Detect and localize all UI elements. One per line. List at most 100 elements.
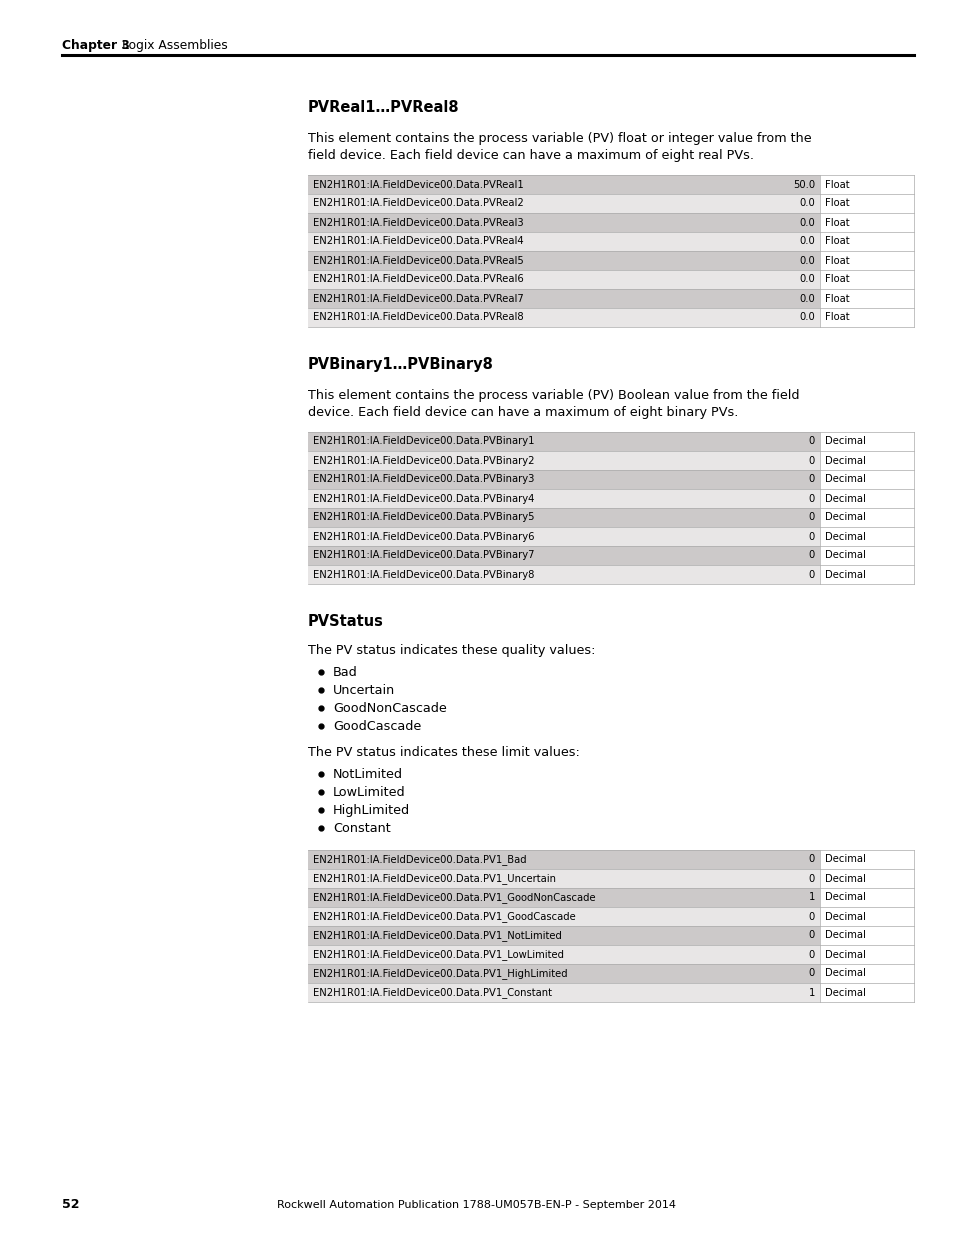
Text: EN2H1R01:IA.FieldDevice00.Data.PV1_LowLimited: EN2H1R01:IA.FieldDevice00.Data.PV1_LowLi…: [313, 948, 563, 960]
Text: device. Each field device can have a maximum of eight binary PVs.: device. Each field device can have a max…: [308, 406, 738, 419]
Bar: [820, 432, 913, 451]
Text: EN2H1R01:IA.FieldDevice00.Data.PVReal2: EN2H1R01:IA.FieldDevice00.Data.PVReal2: [313, 199, 523, 209]
Text: The PV status indicates these quality values:: The PV status indicates these quality va…: [308, 643, 595, 657]
Text: Decimal: Decimal: [824, 551, 865, 561]
Bar: [820, 926, 913, 945]
Bar: [308, 471, 820, 489]
Bar: [820, 564, 913, 584]
Bar: [820, 194, 913, 212]
Text: 0: 0: [808, 569, 814, 579]
Text: Float: Float: [824, 294, 849, 304]
Text: 52: 52: [62, 1198, 79, 1212]
Text: NotLimited: NotLimited: [333, 768, 402, 781]
Text: PVReal1…PVReal8: PVReal1…PVReal8: [308, 100, 459, 115]
Text: 50.0: 50.0: [792, 179, 814, 189]
Text: The PV status indicates these limit values:: The PV status indicates these limit valu…: [308, 746, 579, 760]
Bar: [820, 308, 913, 327]
Text: EN2H1R01:IA.FieldDevice00.Data.PV1_GoodCascade: EN2H1R01:IA.FieldDevice00.Data.PV1_GoodC…: [313, 911, 576, 923]
Text: Decimal: Decimal: [824, 474, 865, 484]
Bar: [820, 850, 913, 869]
Text: 0: 0: [808, 494, 814, 504]
Text: 0: 0: [808, 930, 814, 941]
Text: Float: Float: [824, 274, 849, 284]
Text: Uncertain: Uncertain: [333, 684, 395, 697]
Text: Decimal: Decimal: [824, 873, 865, 883]
Text: EN2H1R01:IA.FieldDevice00.Data.PVBinary3: EN2H1R01:IA.FieldDevice00.Data.PVBinary3: [313, 474, 534, 484]
Text: LowLimited: LowLimited: [333, 785, 405, 799]
Text: 0: 0: [808, 513, 814, 522]
Bar: [308, 432, 820, 451]
Text: This element contains the process variable (PV) Boolean value from the field: This element contains the process variab…: [308, 389, 799, 403]
Bar: [820, 251, 913, 270]
Bar: [820, 212, 913, 232]
Text: 0.0: 0.0: [799, 199, 814, 209]
Text: 0: 0: [808, 474, 814, 484]
Bar: [308, 983, 820, 1002]
Text: Constant: Constant: [333, 823, 391, 835]
Bar: [308, 289, 820, 308]
Text: EN2H1R01:IA.FieldDevice00.Data.PV1_Bad: EN2H1R01:IA.FieldDevice00.Data.PV1_Bad: [313, 855, 526, 864]
Bar: [308, 451, 820, 471]
Text: PVStatus: PVStatus: [308, 614, 383, 629]
Text: Rockwell Automation Publication 1788-UM057B-EN-P - September 2014: Rockwell Automation Publication 1788-UM0…: [277, 1200, 676, 1210]
Text: 0: 0: [808, 855, 814, 864]
Text: EN2H1R01:IA.FieldDevice00.Data.PV1_NotLimited: EN2H1R01:IA.FieldDevice00.Data.PV1_NotLi…: [313, 930, 561, 941]
Bar: [820, 906, 913, 926]
Text: 0: 0: [808, 873, 814, 883]
Bar: [308, 869, 820, 888]
Bar: [308, 508, 820, 527]
Text: EN2H1R01:IA.FieldDevice00.Data.PVReal7: EN2H1R01:IA.FieldDevice00.Data.PVReal7: [313, 294, 523, 304]
Text: Decimal: Decimal: [824, 930, 865, 941]
Text: 0: 0: [808, 968, 814, 978]
Bar: [308, 965, 820, 983]
Text: 1: 1: [808, 988, 814, 998]
Text: 0.0: 0.0: [799, 236, 814, 247]
Text: EN2H1R01:IA.FieldDevice00.Data.PVReal4: EN2H1R01:IA.FieldDevice00.Data.PVReal4: [313, 236, 523, 247]
Text: 0.0: 0.0: [799, 256, 814, 266]
Text: 0: 0: [808, 456, 814, 466]
Bar: [820, 289, 913, 308]
Bar: [820, 527, 913, 546]
Bar: [308, 546, 820, 564]
Text: EN2H1R01:IA.FieldDevice00.Data.PVReal5: EN2H1R01:IA.FieldDevice00.Data.PVReal5: [313, 256, 523, 266]
Bar: [820, 869, 913, 888]
Text: Decimal: Decimal: [824, 893, 865, 903]
Text: Decimal: Decimal: [824, 436, 865, 447]
Text: EN2H1R01:IA.FieldDevice00.Data.PVBinary7: EN2H1R01:IA.FieldDevice00.Data.PVBinary7: [313, 551, 534, 561]
Text: Float: Float: [824, 236, 849, 247]
Text: Decimal: Decimal: [824, 855, 865, 864]
Bar: [820, 983, 913, 1002]
Bar: [820, 471, 913, 489]
Text: EN2H1R01:IA.FieldDevice00.Data.PV1_Constant: EN2H1R01:IA.FieldDevice00.Data.PV1_Const…: [313, 987, 552, 998]
Text: EN2H1R01:IA.FieldDevice00.Data.PVReal1: EN2H1R01:IA.FieldDevice00.Data.PVReal1: [313, 179, 523, 189]
Text: 0.0: 0.0: [799, 294, 814, 304]
Text: 0: 0: [808, 911, 814, 921]
Text: 1: 1: [808, 893, 814, 903]
Bar: [820, 888, 913, 906]
Text: Float: Float: [824, 199, 849, 209]
Text: EN2H1R01:IA.FieldDevice00.Data.PVReal8: EN2H1R01:IA.FieldDevice00.Data.PVReal8: [313, 312, 523, 322]
Bar: [308, 175, 820, 194]
Text: 0: 0: [808, 436, 814, 447]
Bar: [308, 906, 820, 926]
Bar: [308, 270, 820, 289]
Text: EN2H1R01:IA.FieldDevice00.Data.PV1_HighLimited: EN2H1R01:IA.FieldDevice00.Data.PV1_HighL…: [313, 968, 567, 979]
Text: Float: Float: [824, 217, 849, 227]
Bar: [308, 564, 820, 584]
Text: 0: 0: [808, 950, 814, 960]
Bar: [308, 232, 820, 251]
Bar: [820, 546, 913, 564]
Text: EN2H1R01:IA.FieldDevice00.Data.PVBinary8: EN2H1R01:IA.FieldDevice00.Data.PVBinary8: [313, 569, 534, 579]
Bar: [308, 194, 820, 212]
Text: EN2H1R01:IA.FieldDevice00.Data.PV1_Uncertain: EN2H1R01:IA.FieldDevice00.Data.PV1_Uncer…: [313, 873, 556, 884]
Text: Decimal: Decimal: [824, 968, 865, 978]
Text: Logix Assemblies: Logix Assemblies: [122, 38, 228, 52]
Bar: [820, 965, 913, 983]
Bar: [308, 527, 820, 546]
Bar: [308, 308, 820, 327]
Bar: [308, 212, 820, 232]
Text: Float: Float: [824, 179, 849, 189]
Text: EN2H1R01:IA.FieldDevice00.Data.PVReal3: EN2H1R01:IA.FieldDevice00.Data.PVReal3: [313, 217, 523, 227]
Text: GoodCascade: GoodCascade: [333, 720, 421, 734]
Text: EN2H1R01:IA.FieldDevice00.Data.PVBinary5: EN2H1R01:IA.FieldDevice00.Data.PVBinary5: [313, 513, 534, 522]
